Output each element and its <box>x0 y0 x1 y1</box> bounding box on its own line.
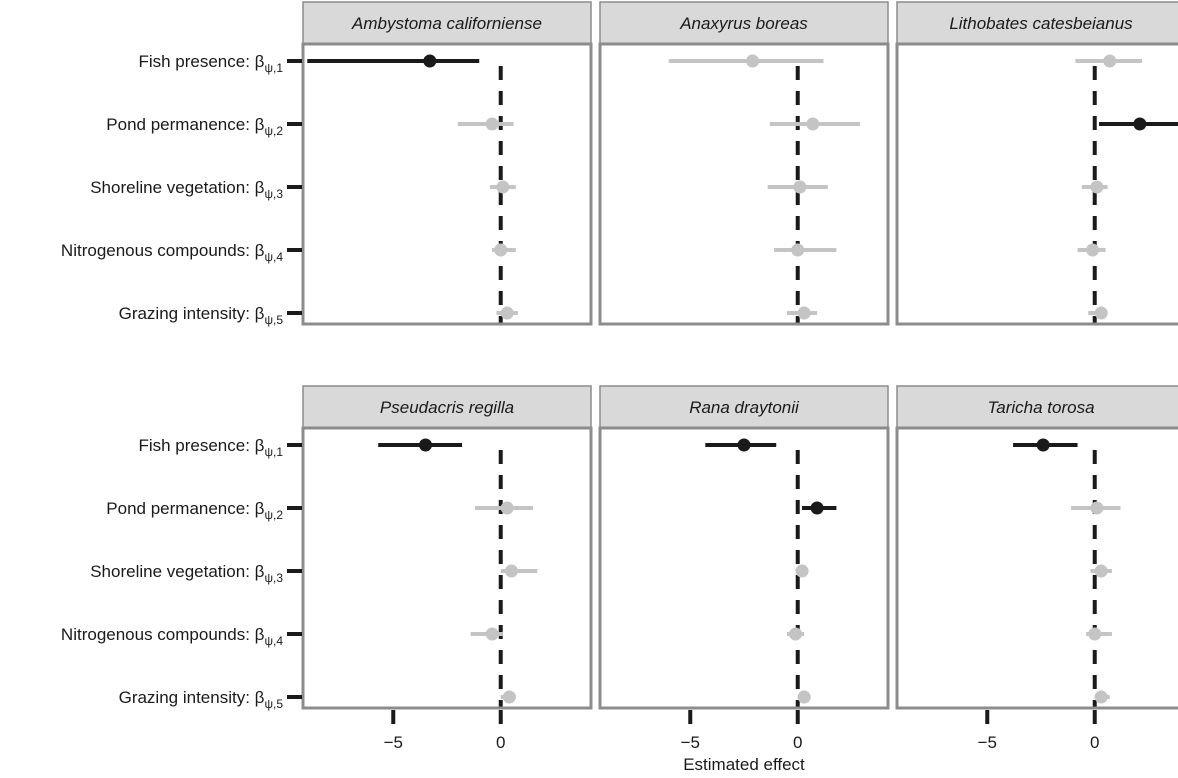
facet-title: Rana draytonii <box>689 398 800 417</box>
point-estimate <box>1103 54 1117 68</box>
point-estimate <box>1133 117 1147 131</box>
point-estimate <box>810 501 824 515</box>
point-estimate <box>1090 501 1104 515</box>
facet-strip <box>302 385 592 429</box>
x-tick-label: −5 <box>384 733 403 752</box>
point-estimate <box>423 54 437 68</box>
point-estimate <box>797 306 811 320</box>
point-estimate <box>1088 627 1102 641</box>
point-estimate <box>806 117 820 131</box>
point-estimate <box>496 180 510 194</box>
panel-border <box>301 426 593 710</box>
y-axis-label: Fish presence: βψ,1 <box>138 52 283 75</box>
x-tick-label: 0 <box>1090 733 1099 752</box>
panel-border <box>598 426 890 710</box>
panel-border <box>895 426 1178 710</box>
x-tick-label: −5 <box>681 733 700 752</box>
point-estimate <box>797 690 811 704</box>
facet-title: Anaxyrus boreas <box>679 14 808 33</box>
point-estimate <box>795 564 809 578</box>
x-tick-label: 0 <box>496 733 505 752</box>
point-estimate <box>737 438 751 452</box>
panel-rana-draytonii: Rana draytonii <box>598 385 890 710</box>
point-estimate <box>500 306 514 320</box>
point-estimate <box>789 627 803 641</box>
facet-title: Lithobates catesbeianus <box>949 14 1133 33</box>
y-axis-label: Pond permanence: βψ,2 <box>106 115 283 138</box>
point-estimate <box>502 690 516 704</box>
panel-lithobates-catesbeianus: Lithobates catesbeianus <box>895 1 1178 326</box>
panel-taricha-torosa: Taricha torosa <box>895 385 1178 710</box>
y-axis-label: Shoreline vegetation: βψ,3 <box>90 562 283 585</box>
point-estimate <box>419 438 433 452</box>
point-estimate <box>1094 564 1108 578</box>
x-tick-label: 0 <box>793 733 802 752</box>
point-estimate <box>1094 306 1108 320</box>
panel-ambystoma-californiense: Ambystoma californiense <box>301 1 593 326</box>
point-estimate <box>1094 690 1108 704</box>
point-estimate <box>485 627 499 641</box>
panel-border <box>301 42 593 326</box>
panel-pseudacris-regilla: Pseudacris regilla <box>301 385 593 710</box>
y-axis-label: Pond permanence: βψ,2 <box>106 499 283 522</box>
point-estimate <box>500 501 514 515</box>
point-estimate <box>793 180 807 194</box>
facet-title: Taricha torosa <box>987 398 1094 417</box>
point-estimate <box>485 117 499 131</box>
panel-border <box>598 42 890 326</box>
panel-anaxyrus-boreas: Anaxyrus boreas <box>598 1 890 326</box>
facet-title: Ambystoma californiense <box>351 14 542 33</box>
panel-border <box>895 42 1178 326</box>
y-axis-label: Nitrogenous compounds: βψ,4 <box>61 241 283 264</box>
y-axis-label: Nitrogenous compounds: βψ,4 <box>61 625 283 648</box>
y-axis-label: Grazing intensity: βψ,5 <box>119 688 284 711</box>
point-estimate <box>504 564 518 578</box>
x-tick-label: −5 <box>978 733 997 752</box>
facet-strip <box>599 385 889 429</box>
point-estimate <box>1090 180 1104 194</box>
y-axis-label: Grazing intensity: βψ,5 <box>119 304 284 327</box>
facet-strip <box>302 1 592 45</box>
point-estimate <box>494 243 508 257</box>
point-estimate <box>1036 438 1050 452</box>
point-estimate <box>1086 243 1100 257</box>
y-axis-label: Shoreline vegetation: βψ,3 <box>90 178 283 201</box>
facet-strip <box>896 385 1178 429</box>
facet-title: Pseudacris regilla <box>380 398 514 417</box>
point-estimate <box>791 243 805 257</box>
y-axis-label: Fish presence: βψ,1 <box>138 436 283 459</box>
x-axis-title: Estimated effect <box>683 755 805 774</box>
point-estimate <box>746 54 760 68</box>
